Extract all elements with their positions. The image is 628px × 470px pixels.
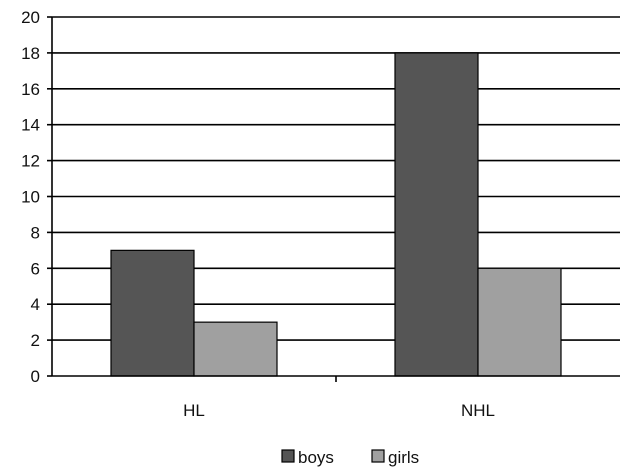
y-tick-label: 14 [21,116,40,135]
bars [110,52,562,377]
bar-boys-nhl [394,52,479,377]
bar-boys-hl [110,249,195,377]
legend-swatch-girls [371,449,385,463]
bar-girls-hl [193,321,278,377]
bar-girls-nhl [477,267,562,377]
y-tick-label: 10 [21,188,40,207]
x-category-label: HL [183,401,205,420]
y-tick-label: 16 [21,80,40,99]
legend-label-boys: boys [298,448,334,467]
y-tick-label: 2 [31,331,40,350]
legend-label-girls: girls [388,448,419,467]
y-tick-label: 8 [31,223,40,242]
legend-swatch-boys [281,449,295,463]
x-category-label: NHL [461,401,495,420]
x-category-labels: HL NHL [183,401,495,420]
y-tick-label: 6 [31,259,40,278]
y-tick-label: 12 [21,152,40,171]
y-tick-label: 18 [21,44,40,63]
y-tick-label: 4 [31,295,40,314]
y-tick-label: 0 [31,367,40,386]
y-tick-label: 20 [21,8,40,27]
y-tick-labels: 0 2 4 6 8 10 12 14 16 18 20 [21,8,40,386]
axes [47,16,620,382]
legend: boys girls [281,448,419,467]
